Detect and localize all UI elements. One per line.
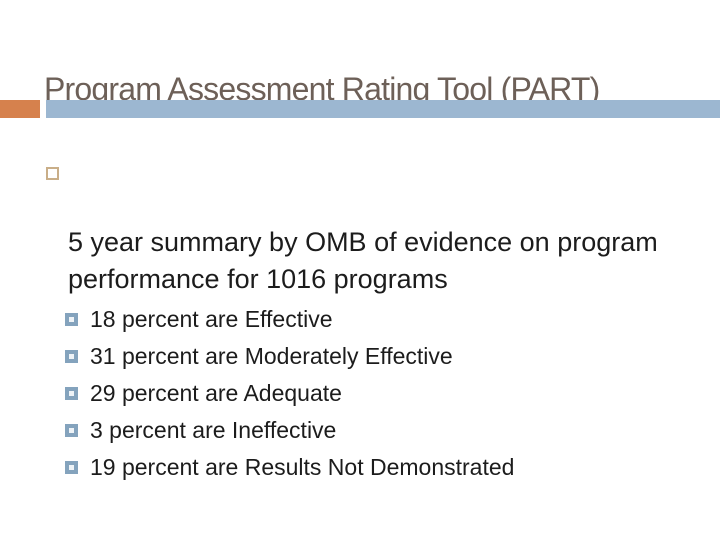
sub-bullet-text: 3 percent are Ineffective: [90, 417, 337, 443]
sub-bullet-text: 29 percent are Adequate: [90, 380, 342, 406]
sub-bullet-list: 18 percent are Effective 31 percent are …: [0, 301, 720, 486]
main-bullet-item: 5 year summary by OMB of evidence on pro…: [0, 150, 720, 298]
square-bullet-icon: [65, 461, 78, 474]
accent-band-gap: [40, 100, 46, 118]
list-item: 18 percent are Effective: [0, 301, 720, 338]
square-bullet-icon: [65, 424, 78, 437]
square-bullet-icon: [65, 387, 78, 400]
main-bullet-text: 5 year summary by OMB of evidence on pro…: [68, 227, 658, 294]
list-item: 31 percent are Moderately Effective: [0, 338, 720, 375]
sub-bullet-text: 31 percent are Moderately Effective: [90, 343, 453, 369]
square-bullet-icon: [65, 313, 78, 326]
bullet-list: 5 year summary by OMB of evidence on pro…: [0, 150, 720, 486]
square-bullet-icon: [65, 350, 78, 363]
accent-band-orange-block: [0, 100, 40, 118]
sub-bullet-text: 19 percent are Results Not Demonstrated: [90, 454, 515, 480]
accent-band: [0, 100, 720, 118]
accent-band-blue-bar: [46, 100, 720, 118]
list-item: 3 percent are Ineffective: [0, 412, 720, 449]
outline-square-bullet-icon: [46, 167, 59, 180]
list-item: 19 percent are Results Not Demonstrated: [0, 449, 720, 486]
sub-bullet-text: 18 percent are Effective: [90, 306, 333, 332]
list-item: 29 percent are Adequate: [0, 375, 720, 412]
